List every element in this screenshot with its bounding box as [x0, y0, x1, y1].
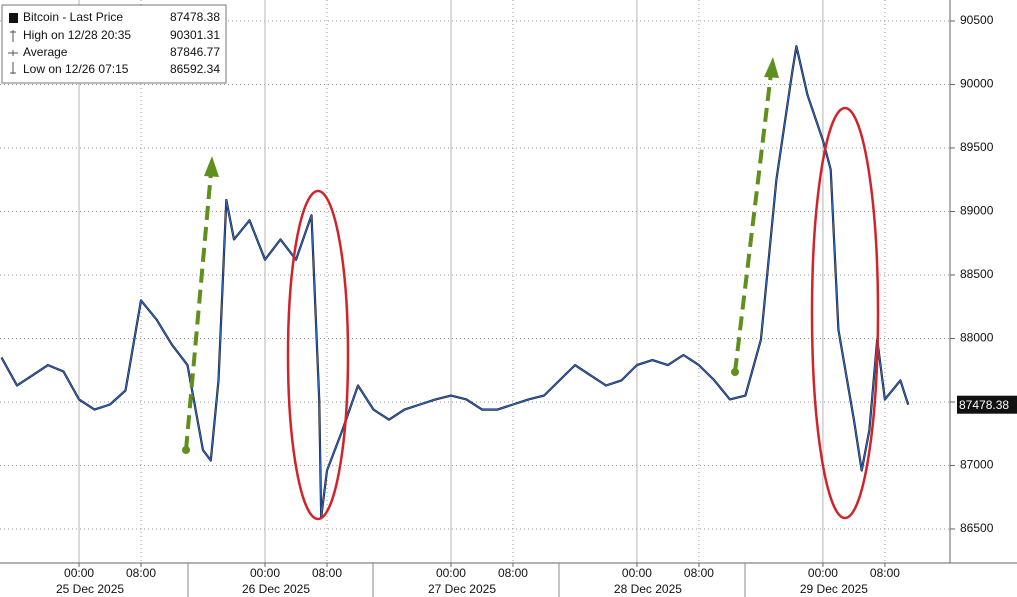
x-tick-label: 08:00 [498, 566, 528, 580]
legend-value: 86592.34 [170, 62, 220, 76]
legend-value: 90301.31 [170, 28, 220, 42]
x-tick-label: 00:00 [622, 566, 652, 580]
y-tick-label: 88000 [960, 331, 994, 345]
annotations [182, 57, 880, 521]
x-tick-label: 08:00 [870, 566, 900, 580]
red-ellipse [286, 189, 350, 521]
legend-icon [10, 30, 16, 42]
legend-box [1, 4, 227, 84]
y-tick-label: 90500 [960, 13, 994, 27]
legend-label: Low on 12/26 07:15 [23, 62, 129, 76]
axes: 8650087000875008800088500890008950090000… [56, 13, 1017, 596]
y-tick-label: 86500 [960, 521, 994, 535]
y-tick-label: 88500 [960, 267, 994, 281]
legend: Bitcoin - Last Price 87478.38 High on 12… [1, 4, 227, 84]
x-tick-label: 08:00 [684, 566, 714, 580]
date-label: 28 Dec 2025 [614, 582, 682, 596]
grid [0, 0, 950, 563]
x-tick-label: 00:00 [808, 566, 838, 580]
legend-label: Average [23, 45, 68, 59]
x-tick-label: 08:00 [126, 566, 156, 580]
last-price-tag [957, 395, 1017, 414]
green-arrow [184, 171, 213, 451]
x-tick-label: 08:00 [312, 566, 342, 580]
x-tick-label: 00:00 [436, 566, 466, 580]
arrow-tail [731, 368, 739, 376]
arrow-head [764, 57, 779, 78]
date-label: 29 Dec 2025 [800, 582, 868, 596]
legend-value: 87846.77 [170, 45, 220, 59]
y-tick-label: 87000 [960, 458, 994, 472]
date-label: 26 Dec 2025 [242, 582, 310, 596]
y-tick-label: 89000 [960, 204, 994, 218]
price-line [0, 45, 909, 518]
legend-icon [9, 13, 18, 23]
legend-icon [8, 50, 18, 56]
date-label: 27 Dec 2025 [428, 582, 496, 596]
date-label: 25 Dec 2025 [56, 582, 124, 596]
arrow-head [204, 156, 219, 177]
legend-value: 87478.38 [170, 10, 220, 24]
green-arrow [733, 72, 773, 373]
x-tick-label: 00:00 [250, 566, 280, 580]
arrow-tail [182, 446, 190, 454]
red-ellipse [810, 106, 880, 520]
date-separators [187, 563, 746, 597]
last-price-label: 87478.38 [959, 398, 1009, 412]
x-tick-label: 00:00 [64, 566, 94, 580]
legend-label: High on 12/28 20:35 [23, 28, 131, 42]
y-tick-label: 90000 [960, 77, 994, 91]
legend-label: Bitcoin - Last Price [23, 10, 123, 24]
legend-icon [10, 62, 16, 74]
plot [0, 45, 910, 519]
y-tick-label: 89500 [960, 140, 994, 154]
